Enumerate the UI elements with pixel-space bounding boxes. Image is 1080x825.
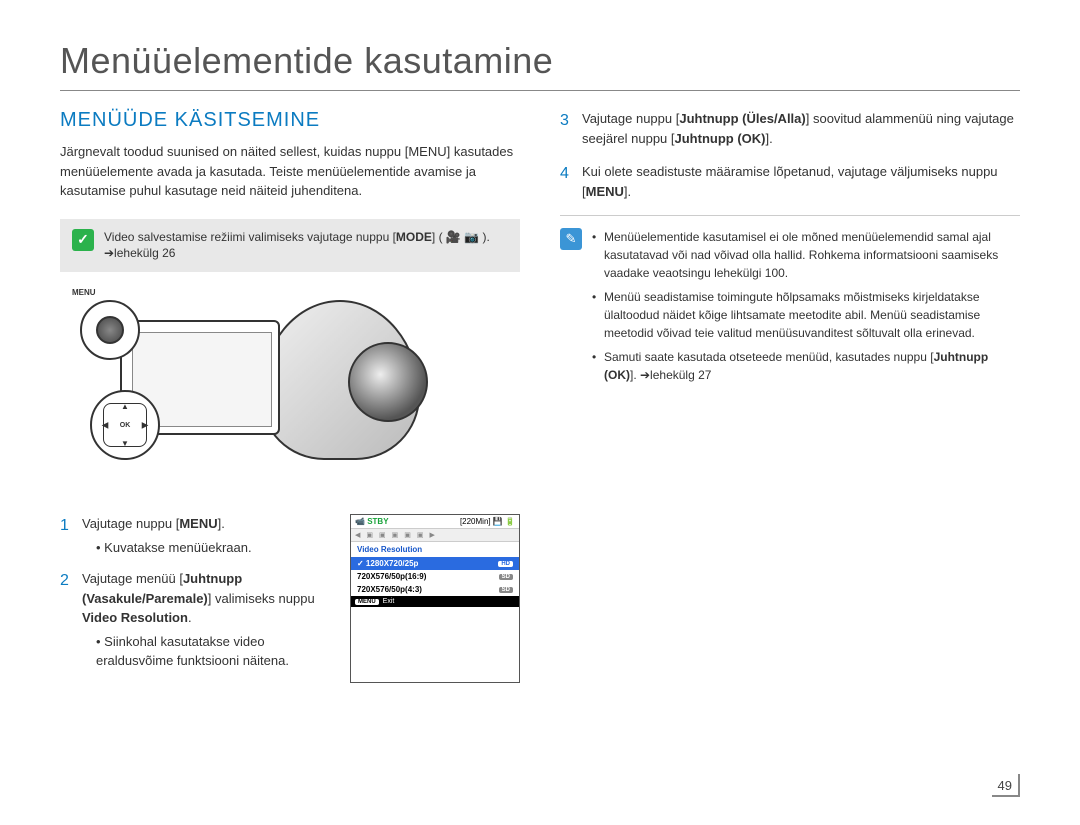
step-2-bullet: Siinkohal kasutatakse video eraldusvõime… xyxy=(82,632,330,671)
lcd-resolution-row: 720X576/50p(4:3)SD xyxy=(351,583,519,596)
pencil-icon: ✎ xyxy=(560,228,582,250)
note-1: Menüüelementide kasutamisel ei ole mõned… xyxy=(592,228,1020,282)
camcorder-body xyxy=(260,300,420,460)
camcorder-illustration: MENU OK ▲ ▼ ◀ ▶ xyxy=(60,290,430,490)
menu-button-label: MENU xyxy=(72,288,96,297)
check-icon: ✓ xyxy=(72,229,94,251)
lcd-time: [220Min] xyxy=(460,517,491,526)
notes-box: ✎ Menüüelementide kasutamisel ei ole mõn… xyxy=(560,215,1020,390)
mode-note-box: ✓ Video salvestamise režiimi valimiseks … xyxy=(60,219,520,273)
menu-button-callout: MENU xyxy=(80,300,140,360)
mode-note-pre: Video salvestamise režiimi valimiseks va… xyxy=(104,230,396,244)
lcd-stby: STBY xyxy=(367,517,388,526)
page-number: 49 xyxy=(992,774,1020,797)
step-4-number: 4 xyxy=(560,162,574,201)
lcd-resolution-row: ✓ 1280X720/25pHD xyxy=(351,557,519,570)
step-2-body: Vajutage menüü [Juhtnupp (Vasakule/Parem… xyxy=(82,569,330,671)
step-3: 3 Vajutage nuppu [Juhtnupp (Üles/Alla)] … xyxy=(560,109,1020,148)
step-1: 1 Vajutage nuppu [MENU]. Kuvatakse menüü… xyxy=(60,514,330,557)
lcd-tabs: ◀▣▣▣▣▣▶ xyxy=(351,529,519,542)
chapter-title: Menüüelementide kasutamine xyxy=(60,40,1020,82)
camcorder-lens xyxy=(348,342,428,422)
step-2: 2 Vajutage menüü [Juhtnupp (Vasakule/Par… xyxy=(60,569,330,671)
step-3-body: Vajutage nuppu [Juhtnupp (Üles/Alla)] so… xyxy=(582,109,1020,148)
intro-paragraph: Järgnevalt toodud suunised on näited sel… xyxy=(60,142,520,201)
lcd-footer-exit: Exit xyxy=(383,598,395,605)
note-2: Menüü seadistamise toimingute hõlpsamaks… xyxy=(592,288,1020,342)
lcd-menu-heading: Video Resolution xyxy=(351,542,519,557)
step-1-body: Vajutage nuppu [MENU]. Kuvatakse menüüek… xyxy=(82,514,252,557)
lcd-footer: MENU Exit xyxy=(351,596,519,607)
lcd-status-bar: 📹 STBY [220Min] 💾 🔋 xyxy=(351,515,519,529)
ok-button-callout: OK ▲ ▼ ◀ ▶ xyxy=(90,390,160,460)
notes-list: Menüüelementide kasutamisel ei ole mõned… xyxy=(592,228,1020,390)
step-4-body: Kui olete seadistuste määramise lõpetanu… xyxy=(582,162,1020,201)
divider xyxy=(60,90,1020,91)
section-heading: MENÜÜDE KÄSITSEMINE xyxy=(60,109,520,132)
note-3: Samuti saate kasutada otseteede menüüd, … xyxy=(592,348,1020,384)
ok-label: OK xyxy=(120,422,131,429)
dpad-icon: OK ▲ ▼ ◀ ▶ xyxy=(103,403,147,447)
step-3-number: 3 xyxy=(560,109,574,148)
mode-note-bold: MODE xyxy=(396,230,432,244)
step-1-number: 1 xyxy=(60,514,74,557)
lcd-rows: ✓ 1280X720/25pHD720X576/50p(16:9)SD720X5… xyxy=(351,557,519,596)
step-4: 4 Kui olete seadistuste määramise lõpeta… xyxy=(560,162,1020,201)
lcd-menu-screenshot: 📹 STBY [220Min] 💾 🔋 ◀▣▣▣▣▣▶ Video Resolu… xyxy=(350,514,520,683)
step-1-bullet: Kuvatakse menüüekraan. xyxy=(82,538,252,558)
lcd-resolution-row: 720X576/50p(16:9)SD xyxy=(351,570,519,583)
mode-note-text: Video salvestamise režiimi valimiseks va… xyxy=(104,229,508,263)
lcd-footer-menu-chip: MENU xyxy=(355,599,379,605)
step-2-number: 2 xyxy=(60,569,74,671)
